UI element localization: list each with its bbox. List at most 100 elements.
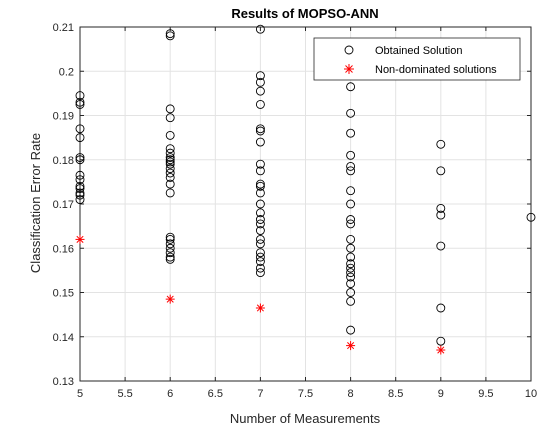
obtained-solution-point [346,279,356,289]
obtained-solution-point [75,170,85,180]
obtained-solution-point [255,188,265,198]
obtained-solution-point [255,252,265,262]
obtained-solution-point [165,164,175,174]
obtained-solution-point [165,144,175,154]
x-tick-label: 10 [525,388,537,400]
obtained-solution-point [346,199,356,209]
obtained-solution-point [75,97,85,107]
y-tick-label: 0.19 [53,111,74,123]
obtained-solution-point [165,179,175,189]
y-tick-label: 0.21 [53,22,74,34]
obtained-solution-point [75,91,85,101]
obtained-solution-point [346,325,356,335]
obtained-solution-point [346,150,356,160]
obtained-solution-point [165,188,175,198]
obtained-solution-point [255,24,265,34]
obtained-solution-point [255,239,265,249]
obtained-solution-point [165,155,175,165]
obtained-solution-point [255,86,265,96]
obtained-solution-point [436,210,446,220]
obtained-solution-point [165,148,175,158]
obtained-solution-point [436,241,446,251]
obtained-solution-point [165,113,175,123]
obtained-solution-point [165,239,175,249]
obtained-solution-point [346,288,356,297]
obtained-solution-point [255,166,265,176]
obtained-solution-point [75,153,85,162]
x-tick-label: 9.5 [478,388,493,400]
obtained-solution-point [165,29,175,39]
obtained-solution-point [165,252,175,262]
x-tick-label: 6.5 [208,388,223,400]
obtained-solution-point [75,181,85,191]
obtained-solution-point [436,166,446,176]
x-axis-label: Number of Measurements [230,411,381,426]
y-tick-label: 0.17 [53,199,74,211]
obtained-solution-point [165,168,175,178]
obtained-solution-point [165,104,175,114]
x-tick-label: 5 [77,388,83,400]
x-tick-label: 8 [348,388,354,400]
x-tick-label: 7.5 [298,388,313,400]
obtained-solution-point [255,208,265,218]
chart-title: Results of MOPSO-ANN [231,6,378,21]
legend-label-nondominated: Non-dominated solutions [375,64,497,76]
obtained-solution-point [75,99,85,109]
obtained-solution-point [436,336,446,346]
y-tick-label: 0.13 [53,376,74,388]
obtained-solution-point [346,219,356,229]
obtained-solution-point [255,199,265,209]
obtained-solution-point [255,77,265,87]
obtained-solution-point [346,259,356,269]
obtained-solution-point [255,257,265,266]
obtained-solution-point [255,126,265,136]
obtained-solution-point [346,243,356,253]
obtained-solution-point [75,190,85,200]
obtained-solution-point [165,248,175,258]
obtained-solution-point [255,99,265,109]
obtained-solution-point [165,157,175,167]
obtained-solution-point [165,130,175,140]
obtained-solution-point [165,31,175,41]
obtained-solution-point [75,195,85,205]
obtained-solution-point [165,153,175,162]
y-tick-label: 0.16 [53,243,74,255]
y-tick-label: 0.15 [53,288,74,300]
obtained-solution-point [255,71,265,81]
x-tick-label: 6 [167,388,173,400]
non-dominated-point [255,303,265,313]
obtained-solution-point [346,82,356,92]
obtained-solution-point [255,234,265,244]
obtained-solution-point [165,159,175,169]
obtained-solution-point [255,159,265,169]
obtained-solution-point [346,272,356,282]
non-dominated-point [436,345,446,355]
obtained-solution-point [255,226,265,236]
obtained-solution-point [255,263,265,273]
obtained-solution-point [436,203,446,213]
non-dominated-point [165,294,175,304]
obtained-solution-point [346,263,356,273]
obtained-solution-point [346,215,356,224]
x-tick-label: 9 [438,388,444,400]
obtained-solution-point [75,184,85,193]
obtained-solution-point [346,108,356,118]
data-points [75,24,536,355]
obtained-solution-point [255,248,265,258]
obtained-solution-point [255,215,265,224]
obtained-solution-point [75,155,85,165]
legend-label-obtained: Obtained Solution [375,45,462,57]
obtained-solution-point [75,175,85,185]
obtained-solution-point [165,254,175,264]
x-tick-label: 7 [257,388,263,400]
obtained-solution-point [346,166,356,176]
legend-box [313,37,521,81]
non-dominated-point [75,234,85,244]
obtained-solution-point [165,172,175,182]
x-tick-label: 8.5 [388,388,403,400]
x-tick-label: 5.5 [117,388,132,400]
obtained-solution-point [346,268,356,278]
obtained-solution-point [346,186,356,196]
